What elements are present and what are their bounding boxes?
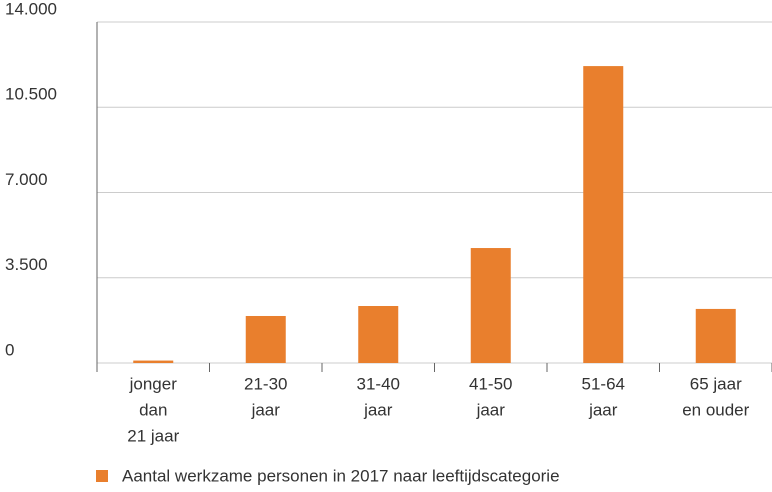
legend-swatch: [96, 470, 108, 482]
x-tick-label: 21 jaar: [127, 426, 179, 445]
x-tick-label: 41-50: [469, 374, 512, 393]
x-tick-label: jonger: [129, 374, 178, 393]
x-tick-label: jaar: [251, 400, 281, 419]
x-tick-label: dan: [139, 400, 167, 419]
x-tick-label: 51-64: [582, 374, 625, 393]
bar: [695, 308, 736, 363]
x-tick-label: jaar: [363, 400, 393, 419]
bar: [133, 360, 174, 363]
x-tick-label: 65 jaar: [690, 374, 742, 393]
bar: [583, 66, 624, 363]
bar: [245, 315, 286, 363]
x-tick-label: 21-30: [244, 374, 287, 393]
x-tick-label: jaar: [476, 400, 506, 419]
y-tick-label: 0: [5, 340, 14, 359]
bar: [358, 306, 399, 363]
y-tick-label: 14.000: [5, 0, 57, 18]
bar: [470, 248, 511, 363]
y-tick-label: 10.500: [5, 85, 57, 104]
x-tick-label: jaar: [588, 400, 618, 419]
x-tick-label: en ouder: [682, 400, 749, 419]
legend-label: Aantal werkzame personen in 2017 naar le…: [122, 466, 560, 485]
y-tick-label: 3.500: [5, 255, 48, 274]
x-tick-label: 31-40: [357, 374, 400, 393]
y-tick-label: 7.000: [5, 170, 48, 189]
